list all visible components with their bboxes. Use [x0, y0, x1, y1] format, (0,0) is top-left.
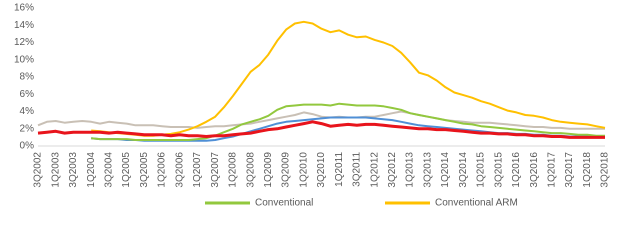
- y-tick-label: 8%: [20, 72, 35, 83]
- y-tick-label: 6%: [20, 89, 35, 100]
- x-tick-label: 1Q2016: [511, 152, 522, 188]
- y-tick-label: 4%: [20, 106, 35, 117]
- line: [37, 110, 605, 130]
- x-tick-label: 1Q2015: [476, 152, 487, 188]
- x-tick-label: 1Q2012: [369, 152, 380, 188]
- x-tick-label: 3Q2008: [245, 152, 256, 188]
- x-tick-label: 3Q2006: [174, 152, 185, 188]
- x-tick-label: 1Q2004: [86, 152, 97, 188]
- chart: 0% 2% 4% 6% 8% 10% 12% 14% 16% 3Q2002 1Q2003 3Q2003…: [14, 3, 611, 209]
- legend-label: Conventional ARM: [435, 198, 518, 209]
- x-tick-label: 1Q2013: [405, 152, 416, 188]
- x-tick-label: 3Q2004: [104, 152, 115, 188]
- x-tick-label: 3Q2011: [352, 152, 363, 187]
- x-tick-label: 1Q2010: [298, 152, 309, 188]
- y-tick-label: 14%: [14, 20, 34, 31]
- line: [37, 120, 605, 139]
- x-tick-label: 3Q2003: [68, 152, 79, 188]
- y-tick-label: 10%: [14, 54, 34, 65]
- x-tick-label: 3Q2010: [316, 152, 327, 188]
- x-tick-label: 1Q2009: [263, 152, 274, 188]
- x-tick-label: 1Q2005: [121, 152, 132, 188]
- x-tick-label: 3Q2007: [210, 152, 221, 188]
- x-tick-label: 1Q2008: [228, 152, 239, 188]
- x-tick-label: 1Q2017: [546, 152, 557, 188]
- x-tick-label: 3Q2015: [493, 152, 504, 188]
- line: [91, 116, 605, 142]
- x-tick-label: 1Q2011: [334, 152, 345, 187]
- y-tick-label: 2%: [20, 123, 35, 134]
- x-tick-label: 1Q2014: [440, 152, 451, 188]
- y-tick-label: 0%: [20, 141, 35, 152]
- x-tick-label: 3Q2005: [139, 152, 150, 188]
- y-tick-label: 12%: [14, 37, 34, 48]
- line: [91, 102, 605, 141]
- x-tick-label: 3Q2017: [564, 152, 575, 188]
- x-tick-label: 3Q2018: [600, 152, 611, 188]
- x-tick-label: 3Q2009: [281, 152, 292, 188]
- x-tick-label: 1Q2003: [50, 152, 61, 188]
- x-tick-label: 3Q2012: [387, 152, 398, 188]
- x-tick-label: 1Q2018: [582, 152, 593, 188]
- line: [91, 20, 606, 137]
- x-tick-label: 3Q2014: [458, 152, 469, 188]
- x-tick-label: 3Q2002: [33, 152, 44, 188]
- y-tick-label: 16%: [14, 3, 34, 14]
- legend-label: Conventional: [255, 198, 313, 209]
- x-tick-label: 1Q2006: [157, 152, 168, 188]
- x-tick-label: 3Q2013: [422, 152, 433, 188]
- x-tick-label: 3Q2016: [529, 152, 540, 188]
- x-tick-label: 1Q2007: [192, 152, 203, 188]
